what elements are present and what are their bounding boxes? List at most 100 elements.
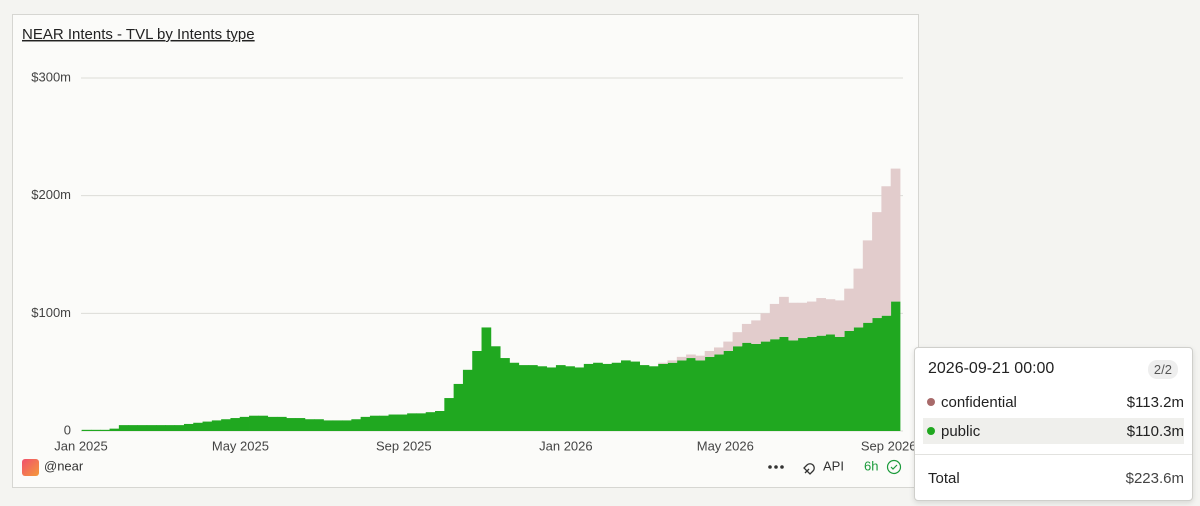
bar	[81, 429, 92, 431]
bar	[723, 350, 734, 431]
bar	[639, 365, 650, 431]
bar	[881, 186, 892, 316]
bar	[769, 339, 780, 431]
bar	[453, 383, 464, 431]
bar	[267, 416, 278, 431]
bar	[295, 418, 306, 431]
bar	[249, 415, 259, 431]
bar	[825, 334, 836, 431]
more-button[interactable]	[768, 465, 784, 469]
bar	[844, 288, 854, 331]
bar	[695, 355, 706, 361]
user-name[interactable]: @near	[44, 458, 84, 473]
bar	[518, 365, 529, 431]
bar	[834, 300, 845, 337]
bar	[332, 420, 343, 431]
bar	[407, 413, 417, 431]
bar	[881, 315, 892, 431]
bar	[462, 369, 473, 431]
bar	[658, 362, 668, 364]
api-button[interactable]: API	[823, 458, 844, 473]
bar	[528, 365, 538, 431]
chart-title[interactable]: NEAR Intents - TVL by Intents type	[22, 26, 255, 43]
bar	[174, 425, 185, 431]
y-tick-label: $100m	[31, 305, 71, 320]
bar	[137, 425, 148, 431]
x-tick-label: Jan 2026	[539, 438, 593, 453]
bar	[90, 429, 101, 431]
bar	[816, 298, 826, 336]
bar	[760, 313, 771, 342]
bar	[816, 335, 826, 431]
bar	[658, 363, 668, 431]
bar	[146, 425, 157, 431]
bar	[844, 330, 854, 431]
bar	[732, 346, 743, 431]
bar	[481, 327, 492, 431]
x-tick-label: Jan 2025	[54, 438, 108, 453]
bar	[221, 419, 231, 431]
bar	[797, 302, 808, 339]
refresh-label[interactable]: 6h	[864, 458, 878, 473]
tooltip-total-label: Total	[928, 469, 960, 487]
refresh-check	[890, 464, 898, 470]
x-tick-label: Sep 2025	[376, 438, 432, 453]
bar	[807, 301, 817, 337]
bar	[128, 425, 138, 431]
chart: NEAR Intents - TVL by Intents type @near…	[22, 26, 917, 476]
bar	[853, 268, 864, 328]
tooltip-value: $110.3m	[1126, 422, 1184, 440]
bar	[388, 414, 399, 431]
bar	[714, 354, 724, 431]
bar	[304, 419, 315, 431]
bar	[686, 358, 696, 431]
bar	[156, 425, 166, 431]
bar	[286, 418, 296, 431]
bar	[546, 367, 557, 431]
tooltip-total-row: Total $223.6m	[923, 465, 1184, 491]
bar	[165, 425, 176, 431]
bar	[537, 366, 548, 431]
x-tick-label: Sep 2026	[861, 438, 917, 453]
bar	[593, 362, 603, 431]
bar	[741, 323, 752, 343]
bar	[695, 360, 706, 431]
bar	[676, 356, 687, 361]
bar	[183, 423, 194, 431]
bar	[779, 336, 789, 431]
bar	[760, 341, 771, 431]
bar	[611, 362, 622, 431]
bar	[276, 416, 287, 431]
tooltip-date: 2026-09-21 00:00	[928, 360, 1055, 377]
bar	[723, 341, 734, 351]
bar	[314, 419, 324, 431]
bar	[239, 416, 250, 431]
bar	[732, 332, 743, 347]
bar	[509, 362, 520, 431]
bar	[490, 346, 501, 431]
bar	[258, 415, 269, 431]
bar	[425, 412, 436, 431]
bar	[342, 420, 352, 431]
bar	[862, 322, 873, 431]
tooltip: 2026-09-21 00:00 2/2 confidential $113.2m…	[914, 347, 1193, 501]
y-tick-label: $200m	[31, 187, 71, 202]
bar	[769, 303, 780, 340]
bar	[779, 296, 789, 337]
tooltip-count: 2/2	[1147, 360, 1178, 379]
tooltip-series: public	[941, 422, 981, 440]
bar	[825, 299, 836, 335]
bar	[435, 410, 445, 431]
bar	[193, 422, 203, 431]
bar	[574, 367, 585, 431]
bar	[788, 340, 799, 431]
tooltip-total: $223.6m	[1125, 469, 1184, 487]
bar	[686, 354, 696, 359]
bar	[118, 425, 129, 431]
bar	[360, 416, 371, 431]
user-avatar	[22, 459, 39, 476]
bar	[230, 418, 241, 431]
bar	[555, 365, 566, 431]
bar	[397, 414, 408, 431]
